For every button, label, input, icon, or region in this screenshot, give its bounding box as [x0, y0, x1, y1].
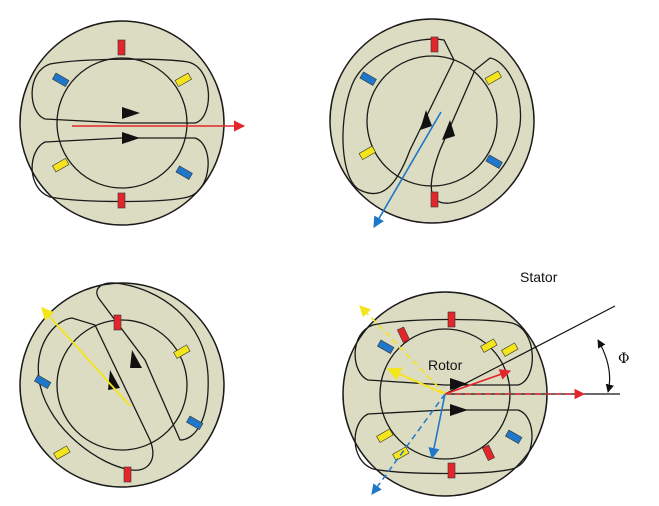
slot-red [430, 36, 439, 53]
flux-arrowhead [442, 120, 455, 140]
phi-label: Φ [618, 351, 629, 367]
slot-red [113, 314, 122, 331]
panel-blue-phase [329, 18, 535, 228]
slot-yellow [358, 145, 376, 161]
slot-blue [52, 72, 70, 88]
flux-arrowhead [450, 404, 468, 416]
stator-angle-line [444, 305, 616, 395]
slot-red [430, 191, 439, 208]
slot-yellow [484, 70, 502, 86]
slot-blue [34, 374, 52, 390]
rotor-circle [56, 319, 188, 451]
coil-loop-left [37, 317, 154, 471]
stator-disc [329, 18, 535, 224]
slot-red [481, 444, 495, 462]
field-vector-yellow [41, 307, 131, 407]
slot-red [123, 466, 132, 483]
rotor-circle [366, 55, 498, 187]
slot-yellow [480, 338, 498, 353]
slot-blue [175, 165, 193, 180]
field-vector-blue [373, 111, 442, 228]
coil-loop-lower [354, 409, 533, 475]
slot-red [447, 462, 456, 479]
rotor-label: Rotor [428, 357, 463, 373]
slot-red [447, 311, 456, 328]
slot-blue [186, 415, 204, 431]
slot-red [117, 39, 126, 56]
rotor-vector-blue [428, 393, 446, 460]
slot-blue [485, 154, 503, 169]
slot-yellow [501, 342, 519, 357]
flux-arrowhead [122, 132, 140, 144]
rotor-vector-yellow [386, 367, 446, 395]
panel-yellow-phase [19, 282, 225, 488]
slot-red [396, 326, 410, 344]
slot-yellow [173, 344, 191, 359]
flux-arrowhead [450, 378, 468, 390]
coil-loop-left [342, 38, 455, 195]
slot-blue [505, 429, 523, 445]
slot-red [117, 192, 126, 209]
stator-label: Stator [520, 269, 558, 285]
stator-disc [19, 282, 225, 488]
coil-loop-right [430, 57, 522, 204]
component-vector-yellow-dashed [359, 305, 446, 395]
slot-yellow [53, 445, 71, 460]
slot-yellow [174, 72, 192, 88]
panel-red-phase [19, 20, 246, 226]
flux-arrowhead [420, 110, 432, 130]
rotor-vector-red [444, 369, 512, 395]
flux-arrowhead [130, 350, 142, 368]
coil-loop-upper [354, 318, 533, 386]
slot-blue [359, 71, 377, 86]
flux-arrowhead [122, 107, 140, 119]
slot-blue [377, 339, 395, 355]
slot-yellow [52, 157, 70, 173]
panel-field-superposition: Rotor [342, 291, 620, 497]
component-vector-blue-dashed [371, 393, 446, 495]
coil-loop-upper [31, 58, 210, 124]
phi-angle-arc [597, 339, 614, 393]
slot-yellow [376, 428, 394, 443]
